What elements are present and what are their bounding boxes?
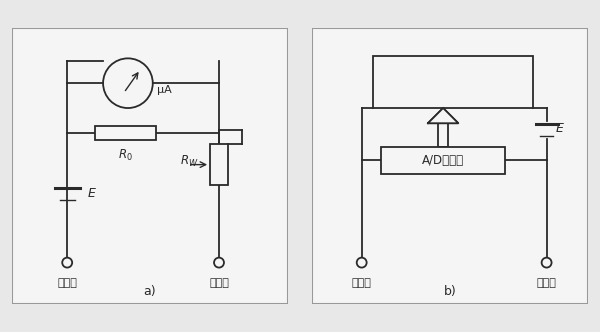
Bar xyxy=(381,147,505,174)
Text: 红表棒: 红表棒 xyxy=(536,278,557,288)
Polygon shape xyxy=(428,108,458,123)
Text: A/D转换器: A/D转换器 xyxy=(422,154,464,167)
Text: μA: μA xyxy=(157,85,172,95)
Circle shape xyxy=(103,58,153,108)
Circle shape xyxy=(357,258,367,268)
Text: b): b) xyxy=(443,286,457,298)
Text: $E$: $E$ xyxy=(555,122,565,135)
Bar xyxy=(373,55,533,108)
Text: 黑表棒: 黑表棒 xyxy=(352,278,371,288)
Bar xyxy=(210,144,228,185)
Text: $R_W$: $R_W$ xyxy=(179,154,198,169)
Circle shape xyxy=(62,258,72,268)
Circle shape xyxy=(542,258,551,268)
Text: 黑表棒: 黑表棒 xyxy=(57,278,77,288)
Text: $E$: $E$ xyxy=(86,187,97,200)
Text: 红表棒: 红表棒 xyxy=(209,278,229,288)
Circle shape xyxy=(214,258,224,268)
Text: $R_0$: $R_0$ xyxy=(118,148,133,163)
Text: a): a) xyxy=(143,286,157,298)
Bar xyxy=(95,126,155,140)
